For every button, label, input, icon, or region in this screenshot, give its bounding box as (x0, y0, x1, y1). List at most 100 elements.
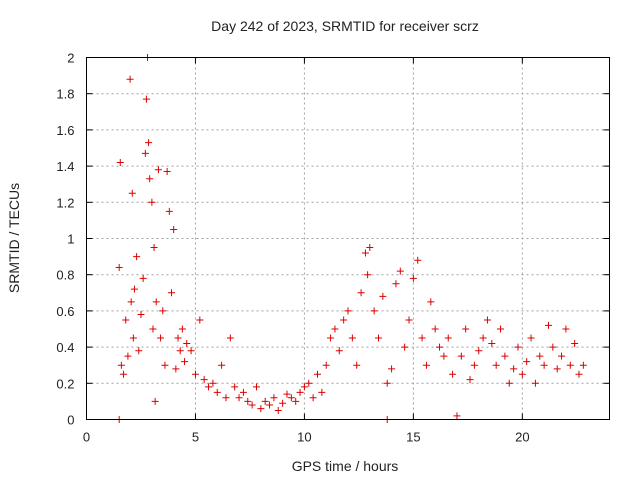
data-point (549, 343, 557, 351)
data-point (146, 175, 154, 183)
y-tick-label: 1.6 (56, 123, 74, 138)
data-point (292, 397, 300, 405)
y-tick-label: 1.4 (56, 159, 74, 174)
data-point (151, 397, 159, 405)
data-point (440, 352, 448, 360)
data-point (218, 361, 226, 369)
data-point (178, 325, 186, 333)
data-point (117, 361, 125, 369)
x-tick-label: 10 (297, 430, 311, 445)
data-point (300, 383, 308, 391)
data-point (422, 361, 430, 369)
data-point (145, 139, 153, 147)
data-point (488, 339, 496, 347)
data-point (244, 397, 252, 405)
y-tick-label: 0.2 (56, 376, 74, 391)
data-point (191, 370, 199, 378)
data-point (270, 394, 278, 402)
data-point (501, 352, 509, 360)
x-tick-label: 15 (406, 430, 420, 445)
data-point (505, 379, 513, 387)
data-point (444, 334, 452, 342)
data-point (239, 388, 247, 396)
data-point (483, 316, 491, 324)
data-point (327, 334, 335, 342)
data-point (176, 347, 184, 355)
data-point (331, 325, 339, 333)
data-point (575, 370, 583, 378)
data-point (116, 158, 124, 166)
data-point (475, 347, 483, 355)
y-tick-label: 1.2 (56, 195, 74, 210)
data-point (150, 244, 158, 252)
data-point (418, 334, 426, 342)
data-point (163, 168, 171, 176)
data-point (148, 198, 156, 206)
data-point (344, 307, 352, 315)
data-point (165, 207, 173, 215)
data-point (514, 343, 522, 351)
data-points (115, 54, 587, 423)
data-point (383, 379, 391, 387)
data-point (181, 358, 189, 366)
y-tick-label: 0.6 (56, 304, 74, 319)
data-point (492, 361, 500, 369)
data-point (157, 334, 165, 342)
data-point (149, 325, 157, 333)
x-tick-label: 20 (515, 430, 529, 445)
data-point (536, 352, 544, 360)
data-point (361, 249, 369, 257)
data-point (305, 379, 313, 387)
data-point (370, 307, 378, 315)
data-point (235, 394, 243, 402)
data-point (141, 149, 149, 157)
data-point (209, 379, 217, 387)
data-point (115, 263, 123, 271)
data-point (379, 292, 387, 300)
data-point (309, 394, 317, 402)
data-point (409, 274, 417, 282)
data-point (226, 334, 234, 342)
data-point (335, 347, 343, 355)
data-point (470, 361, 478, 369)
y-tick-label: 0.8 (56, 268, 74, 283)
y-tick-label: 1.8 (56, 87, 74, 102)
data-point (366, 244, 374, 252)
data-point (126, 75, 134, 83)
data-point (231, 383, 239, 391)
data-point (558, 352, 566, 360)
data-point (135, 347, 143, 355)
data-point (401, 343, 409, 351)
data-point (348, 334, 356, 342)
data-point (405, 316, 413, 324)
plot-frame (86, 57, 610, 420)
data-point (257, 405, 265, 413)
data-point (252, 383, 260, 391)
chart-title: Day 242 of 2023, SRMTID for receiver scr… (211, 18, 479, 34)
data-point (414, 256, 422, 264)
data-point (479, 334, 487, 342)
data-point (120, 370, 128, 378)
y-tick-label: 0 (67, 413, 74, 428)
data-point (187, 347, 195, 355)
x-tick-label: 0 (83, 430, 90, 445)
data-point (122, 316, 130, 324)
data-point (388, 365, 396, 373)
data-point (174, 334, 182, 342)
data-point (124, 352, 132, 360)
x-tick-label: 5 (192, 430, 199, 445)
data-point (396, 267, 404, 275)
data-point (544, 321, 552, 329)
data-point (196, 316, 204, 324)
data-point (167, 289, 175, 297)
data-point (133, 253, 141, 261)
data-point (128, 189, 136, 197)
data-point (322, 361, 330, 369)
data-point (170, 225, 178, 233)
data-point (161, 361, 169, 369)
y-tick-label: 2 (67, 51, 74, 66)
data-point (510, 365, 518, 373)
data-point (466, 376, 474, 384)
data-point (137, 311, 145, 319)
data-point (566, 361, 574, 369)
